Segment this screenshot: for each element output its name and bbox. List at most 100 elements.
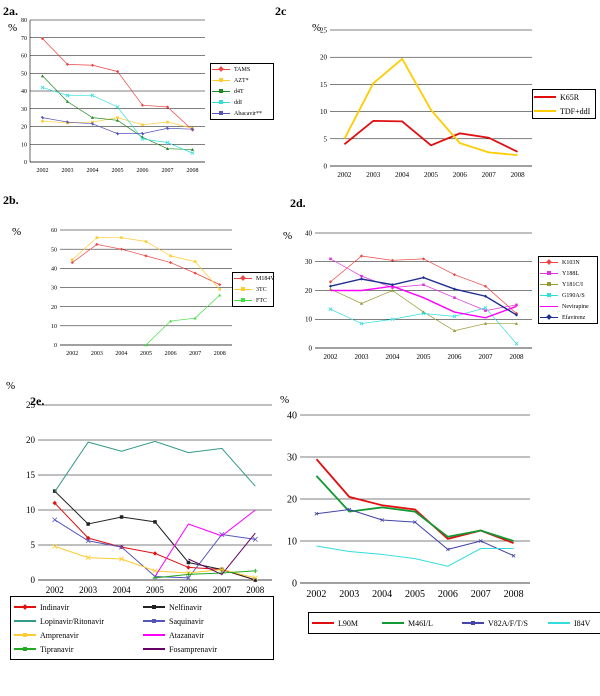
legend-item: Tipranavir <box>13 642 142 656</box>
data-point-m184v <box>218 283 222 287</box>
data-point-tams <box>65 62 70 66</box>
panel-2d-ylabel: % <box>283 230 293 242</box>
legend-label: AZT* <box>234 77 249 84</box>
y-tick-label: 20 <box>287 495 297 506</box>
data-point-d4t <box>115 118 120 122</box>
series-line-fosamprenavir <box>188 532 256 576</box>
y-tick-label: 30 <box>51 286 57 292</box>
legend-label: ddI <box>234 99 242 106</box>
legend-2e: Indinavir Nelfinavir Lopinavir/Ritonavir Sa… <box>10 596 274 660</box>
chart-2c-group: 0 5 10 15 20 25 2002 2003 2004 2005 2006 2007 2008 <box>320 26 532 179</box>
legend-label: M184V <box>256 275 275 282</box>
x-tick-label: 2008 <box>510 353 525 361</box>
legend-swatch <box>142 600 166 614</box>
x-tick-label: 2005 <box>417 353 432 361</box>
x-tick-label: 2004 <box>113 585 132 595</box>
data-point-indinavir <box>85 535 91 541</box>
data-point-v82a-f-t-s <box>314 511 319 516</box>
legend-item: Atazanavir <box>142 628 271 642</box>
legend-label: I84V <box>574 618 591 628</box>
series-line-k65r <box>343 119 518 153</box>
panel-2e-ylabel: % <box>6 380 16 392</box>
y-tick-label: 30 <box>287 453 297 464</box>
legend-label: Saquinavir <box>169 616 204 626</box>
legend-label: Amprenavir <box>40 630 79 640</box>
panel-2c-label: 2c <box>275 4 287 18</box>
y-tick-label: 10 <box>287 537 297 548</box>
legend-item: Fosamprenavir <box>142 642 271 656</box>
x-tick-label: 2002 <box>37 168 49 174</box>
legend-label: Y181C/I <box>562 281 583 288</box>
x-tick-label: 2003 <box>366 171 381 179</box>
data-point-k103n <box>452 273 457 277</box>
x-tick-label: 2002 <box>66 351 78 357</box>
data-point-amprenavir <box>119 556 125 562</box>
data-point-y181c-i <box>328 287 333 291</box>
x-tick-label: 2005 <box>424 171 439 179</box>
data-point-saquinavir <box>219 532 225 537</box>
x-tick-label: 2002 <box>337 171 352 179</box>
series-line-ftc <box>145 294 220 346</box>
legend-item: Y181C/I <box>539 279 597 290</box>
x-tick-label: 2006 <box>448 353 463 361</box>
y-tick-label: 0 <box>309 344 313 352</box>
legend-swatch <box>461 616 485 630</box>
legend-label: M46I/L <box>408 618 433 628</box>
legend-label: Tipranavir <box>40 644 74 654</box>
legend-swatch <box>539 257 559 268</box>
data-point-efavirenz <box>328 284 333 288</box>
data-point-m184v <box>168 260 173 265</box>
y-tick-label: 10 <box>26 505 36 515</box>
data-point-efavirenz <box>452 287 457 291</box>
y-tick-label: 40 <box>51 266 57 272</box>
legend-item: V82A/F/T/S <box>461 616 547 630</box>
legend-label: K65R <box>560 92 580 102</box>
chart-2d-group: 0 10 20 30 40 2002 2003 2004 2005 2006 2007 2008 <box>305 229 532 361</box>
data-point-abacavir <box>140 132 145 136</box>
y-tick-label: 30 <box>21 107 27 113</box>
x-tick-label: 2006 <box>179 585 198 595</box>
y-tick-label: 80 <box>21 18 27 24</box>
data-point-azt <box>141 123 144 127</box>
series-line-atazanavir <box>154 509 256 577</box>
data-point-abacavir <box>65 120 70 124</box>
y-tick-label: 20 <box>26 435 36 445</box>
data-point-v82a-f-t-s <box>347 507 352 512</box>
legend-item: K65R <box>533 90 595 104</box>
legend-item: Abacavir** <box>211 108 273 119</box>
data-point-3tc <box>95 236 99 239</box>
data-point-v82a-f-t-s <box>380 518 385 522</box>
x-tick-label: 2008 <box>187 168 199 174</box>
x-tick-label: 2004 <box>386 353 401 361</box>
data-point-tipranavir <box>152 575 158 581</box>
x-tick-label: 2002 <box>324 353 339 361</box>
data-point-indinavir <box>152 551 158 556</box>
panel-2a-ylabel: % <box>8 22 18 34</box>
legend-item: G190A/S <box>539 290 597 301</box>
legend-item: Nelfinavir <box>142 600 271 614</box>
legend-swatch <box>142 614 166 628</box>
data-point-azt <box>166 120 169 124</box>
legend-label: V82A/F/T/S <box>488 618 529 628</box>
data-point-ddi <box>65 93 70 98</box>
x-tick-label: 2006 <box>165 351 177 357</box>
legend-swatch <box>381 616 405 630</box>
legend-label: Efavirenz <box>562 314 586 321</box>
panel-2b-ylabel: % <box>12 226 22 238</box>
x-tick-label: 2008 <box>246 585 265 595</box>
data-point-m184v <box>119 247 124 251</box>
x-tick-label: 2003 <box>339 589 359 600</box>
x-tick-label: 2005 <box>146 585 165 595</box>
series-line-tams <box>42 38 193 131</box>
legend-item: K103N <box>539 257 597 268</box>
legend-swatch <box>539 290 559 301</box>
series-line-3tc <box>72 237 220 290</box>
legend-swatch <box>13 642 37 656</box>
legend-swatch <box>539 312 559 323</box>
y-tick-label: 60 <box>21 54 27 60</box>
data-point-abacavir <box>115 132 120 136</box>
y-tick-label: 15 <box>320 81 328 89</box>
y-tick-label: 0 <box>292 579 297 590</box>
y-tick-label: 25 <box>320 26 328 34</box>
data-point-ftc <box>193 316 197 320</box>
